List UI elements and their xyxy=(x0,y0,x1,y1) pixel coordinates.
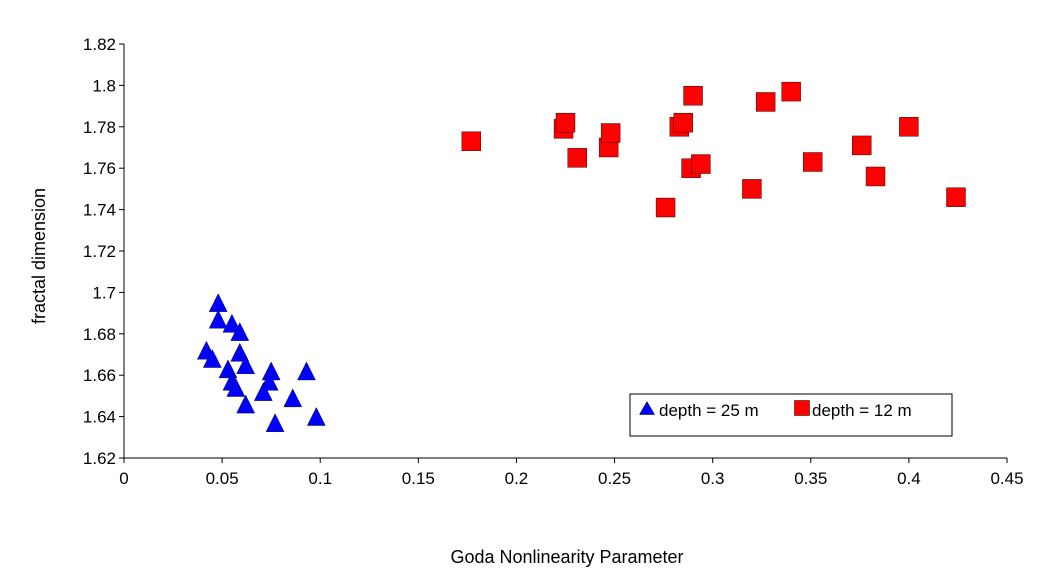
data-point-triangle xyxy=(222,313,242,333)
y-tick-label: 1.7 xyxy=(92,283,116,302)
data-point-triangle xyxy=(230,322,250,341)
y-tick-label: 1.8 xyxy=(92,76,116,95)
y-tick-label: 1.64 xyxy=(83,408,116,427)
x-tick-label: 0.35 xyxy=(794,469,827,488)
x-tick-label: 0.15 xyxy=(402,469,435,488)
data-point-triangle xyxy=(226,378,246,397)
data-point-square xyxy=(461,131,482,151)
data-point-square xyxy=(803,152,823,172)
y-tick-label: 1.66 xyxy=(83,366,116,385)
x-tick-label: 0.1 xyxy=(308,469,332,488)
y-tick-label: 1.82 xyxy=(83,35,116,54)
legend-marker-square xyxy=(794,400,810,416)
data-point-triangle xyxy=(236,355,255,374)
data-point-square xyxy=(946,187,966,207)
x-tick-label: 0.25 xyxy=(598,469,631,488)
x-tick-label: 0.05 xyxy=(206,469,239,488)
legend-label-series-2: depth = 12 m xyxy=(812,401,912,420)
x-tick-label: 0.4 xyxy=(897,469,921,488)
data-point-triangle xyxy=(208,293,228,312)
y-tick-label: 1.76 xyxy=(83,159,116,178)
legend: depth = 25 m depth = 12 m xyxy=(629,393,953,437)
data-point-square xyxy=(781,81,801,102)
data-point-square xyxy=(683,86,703,106)
data-point-square xyxy=(899,117,919,137)
data-point-triangle xyxy=(265,413,285,432)
legend-box xyxy=(629,393,953,437)
data-point-square xyxy=(567,148,587,168)
data-point-triangle xyxy=(283,388,303,408)
y-tick-label: 1.74 xyxy=(83,201,116,220)
data-point-triangle xyxy=(306,407,326,426)
data-point-square xyxy=(852,135,872,156)
data-point-square xyxy=(742,179,762,199)
data-point-square xyxy=(600,123,621,143)
y-axis-title: fractal dimension xyxy=(29,188,49,324)
y-tick-label: 1.68 xyxy=(83,325,116,344)
data-point-triangle xyxy=(236,394,255,414)
plot-marks xyxy=(197,81,966,432)
data-point-square xyxy=(655,197,676,218)
legend-label-series-1: depth = 25 m xyxy=(659,401,759,420)
y-tick-label: 1.78 xyxy=(83,118,116,137)
axes: 1.62 1.64 1.66 1.68 1.7 1.72 1.74 1.76 1.78 1.8 1.… xyxy=(83,35,1024,488)
data-point-triangle xyxy=(230,342,250,362)
data-point-square xyxy=(755,92,776,112)
y-tick-label: 1.72 xyxy=(83,242,116,261)
data-point-square xyxy=(555,112,576,133)
data-point-triangle xyxy=(208,309,228,329)
x-tick-label: 0 xyxy=(119,469,128,488)
x-tick-label: 0.45 xyxy=(990,469,1023,488)
data-point-square xyxy=(691,154,711,174)
x-axis-title: Goda Nonlinearity Parameter xyxy=(450,547,683,567)
data-point-triangle xyxy=(297,361,316,381)
legend-marker-triangle xyxy=(639,400,655,415)
data-point-square xyxy=(865,166,886,187)
data-point-triangle xyxy=(202,349,222,368)
data-point-square xyxy=(673,112,693,133)
data-point-triangle xyxy=(253,382,273,401)
data-point-triangle xyxy=(218,359,238,379)
x-tick-label: 0.2 xyxy=(505,469,529,488)
x-tick-label: 0.3 xyxy=(701,469,725,488)
y-tick-label: 1.62 xyxy=(83,449,116,468)
